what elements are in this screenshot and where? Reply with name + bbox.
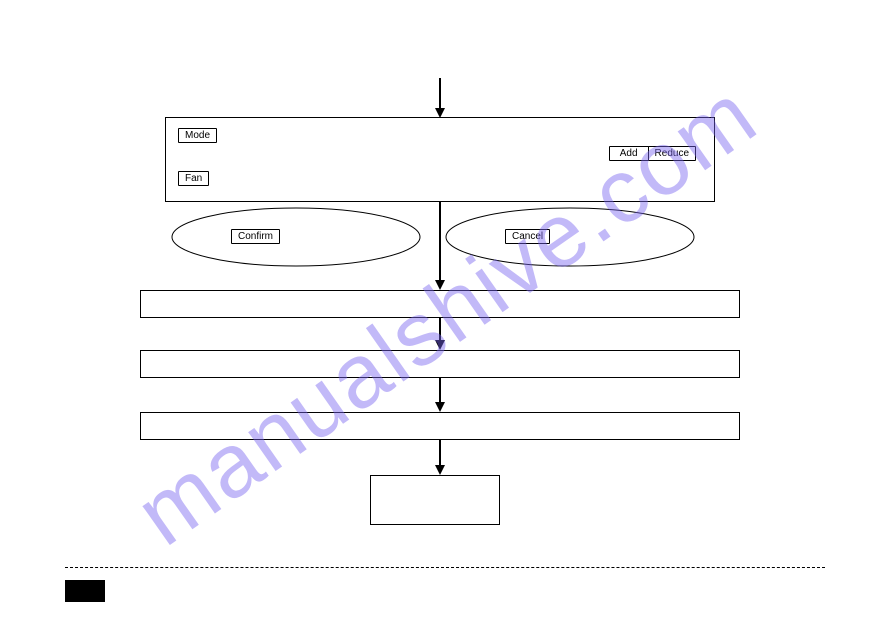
arrow-5-shaft [439, 440, 441, 466]
cancel-ellipse: Cancel [445, 207, 695, 267]
arrow-2-head [435, 280, 445, 290]
page-number-block [65, 580, 105, 602]
arrow-1-shaft [439, 78, 441, 110]
step-box-2 [140, 290, 740, 318]
page-separator [65, 567, 825, 568]
fan-button[interactable]: Fan [178, 171, 209, 186]
mode-button[interactable]: Mode [178, 128, 217, 143]
add-button[interactable]: Add [609, 146, 649, 161]
arrow-4-shaft [439, 378, 441, 403]
confirm-button[interactable]: Confirm [231, 229, 280, 244]
page-container: manualshive.com Mode AddReduce Fan Confi… [0, 0, 893, 629]
settings-box: Mode AddReduce Fan [165, 117, 715, 202]
arrow-5-head [435, 465, 445, 475]
confirm-ellipse: Confirm [171, 207, 421, 267]
arrow-4-head [435, 402, 445, 412]
arrow-3-head [435, 340, 445, 350]
cancel-button[interactable]: Cancel [505, 229, 550, 244]
reduce-button[interactable]: Reduce [648, 146, 696, 161]
arrow-3-shaft [439, 318, 441, 342]
arrow-2-shaft [439, 202, 441, 282]
final-box [370, 475, 500, 525]
step-box-3 [140, 350, 740, 378]
step-box-4 [140, 412, 740, 440]
